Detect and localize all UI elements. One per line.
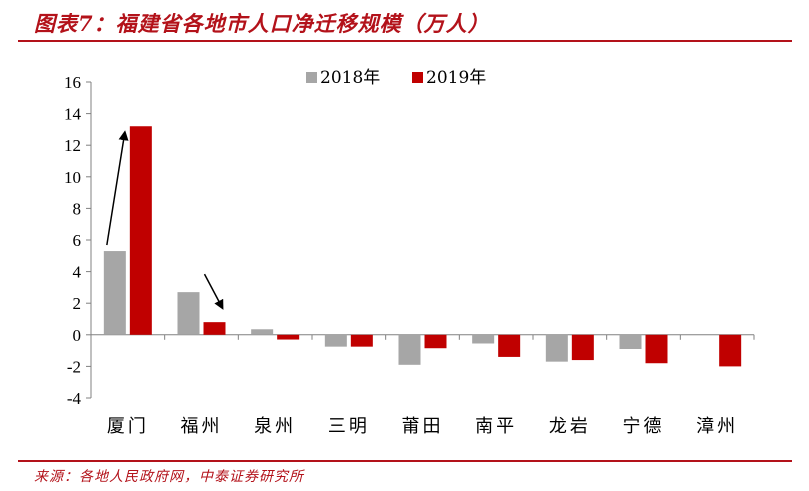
bar-2018-2 — [251, 329, 274, 335]
bar-2018-0 — [103, 251, 126, 335]
axes — [86, 81, 755, 399]
bar-2018-7 — [619, 334, 642, 350]
x-tick-label: 宁德 — [623, 416, 665, 437]
legend-swatch-2019 — [412, 72, 423, 83]
legend: 2018年 2019年 — [306, 68, 486, 88]
bar-2019-1 — [203, 322, 226, 335]
y-tick-label: 6 — [73, 231, 82, 250]
legend-swatch-2018 — [306, 72, 317, 83]
bar-2019-5 — [498, 334, 521, 357]
bar-2019-3 — [350, 334, 373, 347]
y-tick-label: 2 — [73, 294, 82, 313]
y-tick-label: -2 — [67, 357, 81, 376]
bar-2019-8 — [719, 334, 742, 367]
bar-2018-5 — [472, 334, 495, 344]
legend-label-2018: 2018年 — [320, 68, 380, 88]
bar-2018-1 — [177, 292, 200, 335]
bar-2019-0 — [129, 126, 152, 335]
y-tick-label: 10 — [64, 168, 81, 187]
x-tick-label: 漳州 — [696, 416, 738, 437]
trend-arrows — [106, 130, 224, 310]
legend-label-2019: 2019年 — [426, 68, 486, 88]
x-tick-label: 三明 — [328, 416, 370, 437]
bar-2018-6 — [545, 334, 568, 362]
source-note: 来源：各地人民政府网，中泰证券研究所 — [34, 469, 304, 485]
decrease-arrow — [203, 273, 224, 310]
y-tick-label: 14 — [64, 105, 82, 124]
y-tick-label: 0 — [73, 326, 82, 345]
x-tick-label: 泉州 — [254, 416, 296, 437]
x-tick-label: 福州 — [181, 416, 223, 437]
bar-2018-4 — [398, 334, 421, 365]
y-tick-label: 8 — [73, 199, 82, 218]
x-tick-label: 南平 — [475, 416, 517, 437]
footer-divider — [18, 460, 792, 462]
x-tick-labels: 厦门 福州 泉州 三明 莆田 南平 龙岩 宁德 漳州 — [107, 416, 738, 437]
y-tick-label: 12 — [64, 136, 81, 155]
chart-title: 图表7：福建省各地市人口净迁移规模（万人） — [34, 11, 490, 36]
bar-2019-2 — [277, 334, 300, 340]
y-tick-label: -4 — [67, 389, 82, 408]
bar-2019-4 — [424, 334, 447, 349]
title-divider — [18, 40, 792, 42]
bars — [103, 126, 742, 367]
increase-arrow — [106, 130, 129, 246]
y-tick-label: 4 — [73, 263, 82, 282]
bar-2019-7 — [645, 334, 668, 364]
y-tick-label: 16 — [64, 73, 81, 92]
bar-2019-6 — [571, 334, 594, 361]
x-tick-label: 龙岩 — [549, 416, 591, 437]
bar-2018-3 — [324, 334, 347, 347]
y-tick-labels: -4 -2 0 2 4 6 8 10 12 14 16 — [64, 73, 82, 408]
x-tick-label: 厦门 — [107, 416, 149, 437]
x-tick-label: 莆田 — [402, 416, 444, 437]
